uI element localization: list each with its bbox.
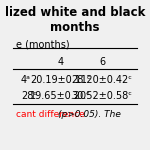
Text: months: months	[50, 21, 100, 34]
Text: 6: 6	[99, 57, 105, 67]
Text: 4ᵃ: 4ᵃ	[21, 75, 31, 85]
Text: 19.65±0.20ᶜ: 19.65±0.20ᶜ	[30, 91, 91, 101]
Text: (p>0.05). The: (p>0.05). The	[58, 110, 121, 119]
Text: 28ᶜ: 28ᶜ	[21, 91, 37, 101]
Text: cant difference: cant difference	[16, 110, 88, 119]
Text: 28.20±0.42ᶜ: 28.20±0.42ᶜ	[72, 75, 132, 85]
Text: 4: 4	[57, 57, 63, 67]
Text: 20.19±0.11ᶜ: 20.19±0.11ᶜ	[30, 75, 91, 85]
Text: 30.52±0.58ᶜ: 30.52±0.58ᶜ	[72, 91, 132, 101]
Text: e (months): e (months)	[16, 40, 70, 50]
Text: lized white and black: lized white and black	[5, 6, 145, 19]
